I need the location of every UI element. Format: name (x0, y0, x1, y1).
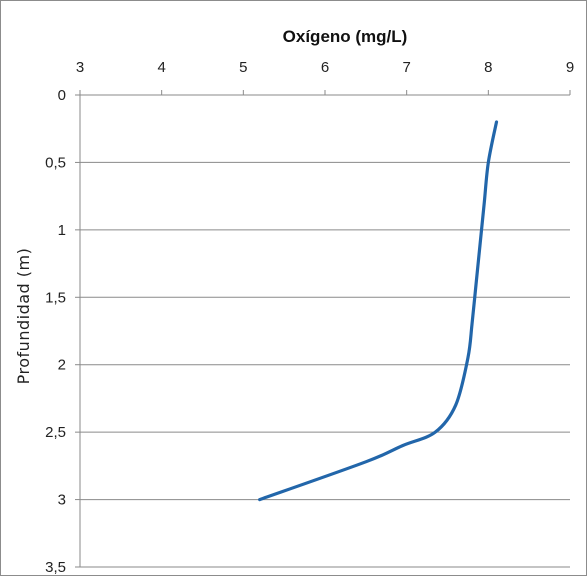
y-tick-label: 2,5 (45, 424, 66, 441)
y-tick-label: 0 (58, 87, 66, 104)
x-tick-label: 8 (484, 59, 492, 76)
axes (75, 90, 571, 568)
y-tick-label: 0,5 (45, 154, 66, 171)
x-tick-label: 4 (157, 59, 165, 76)
x-tick-label: 5 (239, 59, 247, 76)
x-tick-label: 7 (402, 59, 410, 76)
x-tick-labels: 3 4 5 6 7 8 9 (76, 59, 574, 76)
y-axis-title: Profundidad (m) (14, 248, 33, 385)
y-tick-label: 3 (58, 492, 66, 509)
y-tick-label: 3,5 (45, 559, 66, 576)
series-layer (258, 120, 499, 502)
y-tick-labels: 0 0,5 1 1,5 2 2,5 3 3,5 (45, 87, 66, 576)
x-tick-label: 6 (321, 59, 329, 76)
x-tick-label: 9 (566, 59, 574, 76)
y-tick-label: 1,5 (45, 289, 66, 306)
x-tick-label: 3 (76, 59, 84, 76)
x-axis-title: Oxígeno (mg/L) (283, 27, 408, 46)
series-line (258, 120, 499, 502)
y-tick-label: 2 (58, 357, 66, 374)
gridlines (80, 161, 570, 568)
y-tick-label: 1 (58, 222, 66, 239)
